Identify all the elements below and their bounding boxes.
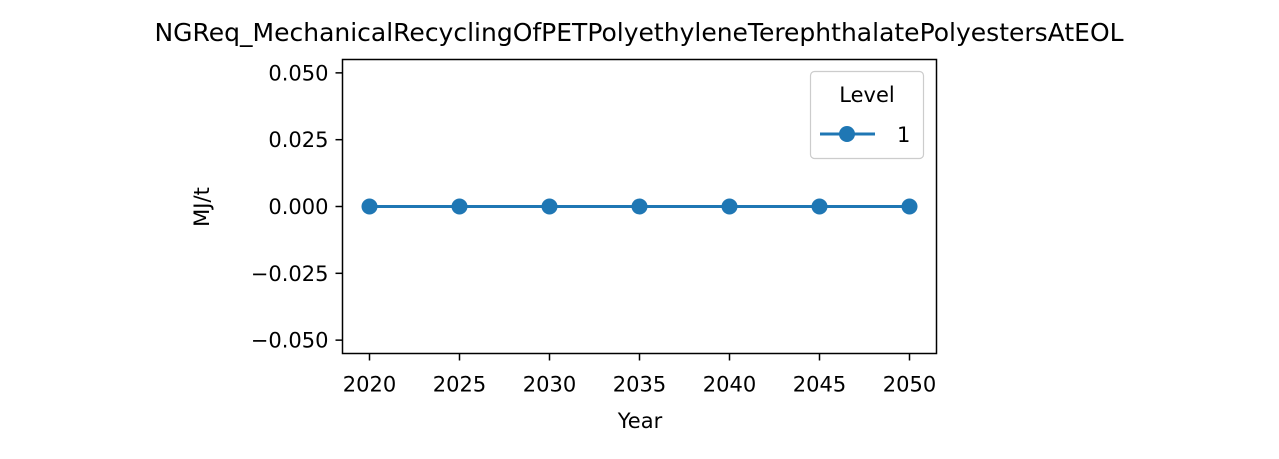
data-point	[361, 198, 378, 215]
data-point	[631, 198, 648, 215]
y-axis-label: MJ/t	[190, 187, 214, 227]
legend: Level 1	[809, 70, 925, 160]
x-tick-label: 2035	[613, 373, 666, 397]
data-point	[541, 198, 558, 215]
x-tick-label: 2030	[523, 373, 576, 397]
y-tick-label: 0.025	[268, 128, 328, 152]
legend-title: Level	[839, 83, 894, 107]
legend-box	[809, 70, 925, 160]
series-layer	[361, 198, 918, 215]
x-tick-label: 2025	[433, 373, 486, 397]
data-point	[451, 198, 468, 215]
y-tick-label: −0.050	[251, 329, 329, 353]
data-point	[901, 198, 918, 215]
plot-area-frame	[341, 58, 938, 355]
chart-title: NGReq_MechanicalRecyclingOfPETPolyethyle…	[154, 18, 1123, 47]
data-point	[811, 198, 828, 215]
legend-series-label: 1	[897, 123, 910, 147]
x-tick-label: 2050	[883, 373, 936, 397]
y-tick-label: 0.000	[268, 195, 328, 219]
x-tick-label: 2040	[703, 373, 756, 397]
legend-series-marker	[839, 126, 855, 142]
x-tick-label: 2045	[793, 373, 846, 397]
y-tick-label: −0.025	[251, 262, 329, 286]
y-tick-label: 0.050	[268, 61, 328, 85]
x-axis-ticks: 2020 2025 2030 2035 2040 2045 2050	[343, 353, 936, 397]
x-tick-label: 2020	[343, 373, 396, 397]
x-axis-label: Year	[617, 409, 663, 433]
data-point	[721, 198, 738, 215]
y-axis-ticks: 0.050 0.025 0.000 −0.025 −0.050	[251, 61, 343, 353]
